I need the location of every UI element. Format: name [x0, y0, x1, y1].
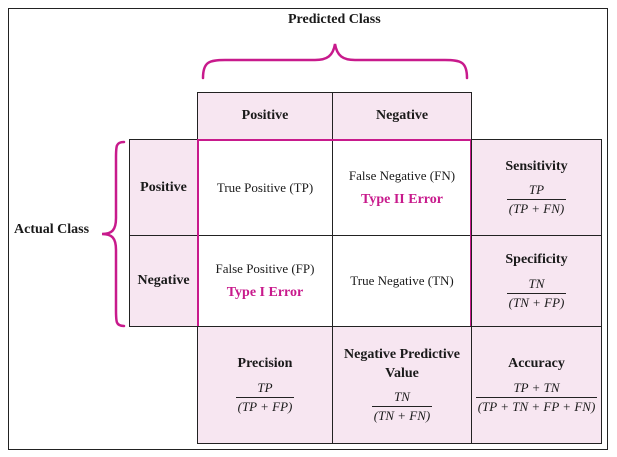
- specificity-denominator: (TN + FP): [508, 294, 565, 310]
- type-i-error-label: Type I Error: [226, 285, 304, 300]
- type-ii-error-label: Type II Error: [361, 191, 443, 207]
- precision-cell: Precision TP (TP + FP): [197, 326, 333, 444]
- predicted-class-label: Predicted Class: [288, 12, 381, 27]
- diagram-frame: [8, 8, 608, 450]
- matrix-highlight-border: [197, 139, 472, 328]
- predicted-class-brace: [201, 43, 469, 80]
- npv-title-line1: Negative Predictive: [344, 346, 460, 362]
- accuracy-denominator: (TP + TN + FP + FN): [477, 398, 596, 414]
- sensitivity-title: Sensitivity: [505, 158, 568, 174]
- precision-denominator: (TP + FP): [237, 398, 293, 414]
- accuracy-cell: Accuracy TP + TN (TP + TN + FP + FN): [471, 326, 602, 444]
- column-header-negative: Negative: [332, 92, 472, 140]
- true-positive-text: True Positive (TP): [216, 179, 314, 195]
- sensitivity-formula: TP (TP + FN): [506, 182, 567, 217]
- row-header-negative: Negative: [129, 235, 198, 327]
- fraction-bar: [371, 406, 433, 408]
- false-positive-text: False Positive (FP): [215, 261, 315, 276]
- precision-formula: TP (TP + FP): [235, 379, 295, 415]
- true-negative-text: True Negative (TN): [350, 273, 454, 288]
- npv-denominator: (TN + FN): [373, 408, 431, 424]
- sensitivity-numerator: TP: [528, 182, 545, 198]
- accuracy-numerator: TP + TN: [513, 379, 560, 395]
- npv-numerator: TN: [394, 389, 410, 405]
- row-header-positive: Positive: [129, 139, 198, 236]
- sensitivity-cell: Sensitivity TP (TP + FN): [471, 139, 602, 236]
- accuracy-title: Accuracy: [508, 356, 565, 372]
- fraction-bar: [475, 396, 598, 398]
- specificity-formula: TN (TN + FP): [506, 275, 567, 311]
- specificity-numerator: TN: [528, 275, 545, 291]
- specificity-cell: Specificity TN (TN + FP): [471, 235, 602, 327]
- actual-class-label: Actual Class: [14, 222, 90, 237]
- cell-true-negative: True Negative (TN): [332, 235, 472, 327]
- actual-class-brace: [101, 140, 126, 328]
- column-header-positive: Positive: [197, 92, 333, 140]
- npv-title-line2: Value: [385, 365, 419, 381]
- specificity-title: Specificity: [505, 252, 568, 268]
- fraction-bar: [506, 199, 567, 201]
- precision-numerator: TP: [257, 379, 273, 395]
- accuracy-formula: TP + TN (TP + TN + FP + FN): [475, 379, 598, 415]
- cell-false-positive: False Positive (FP) Type I Error: [197, 235, 333, 327]
- fraction-bar: [506, 292, 567, 294]
- fraction-bar: [235, 396, 295, 398]
- false-negative-text: False Negative (FN): [348, 167, 456, 183]
- sensitivity-denominator: (TP + FN): [508, 201, 565, 217]
- precision-title: Precision: [237, 356, 293, 372]
- npv-cell: Negative Predictive Value TN (TN + FN): [332, 326, 472, 444]
- npv-formula: TN (TN + FN): [371, 389, 433, 424]
